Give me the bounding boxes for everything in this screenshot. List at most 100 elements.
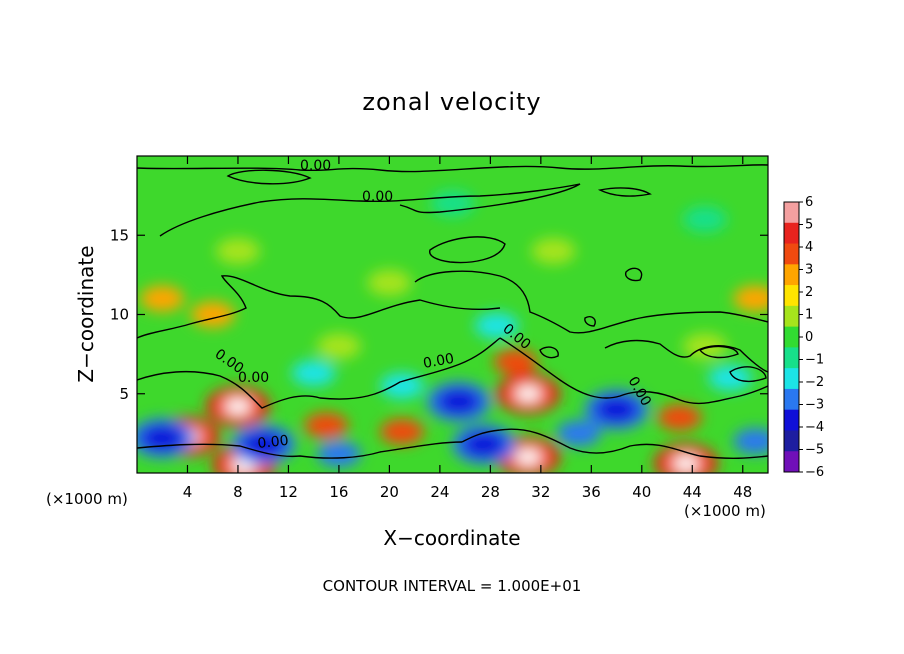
colorbar-swatch [784,202,799,224]
y-tick-label: 15 [110,226,129,244]
y-tick-label: 10 [110,306,129,324]
y-tick-label: 5 [119,385,129,403]
contour-line [137,275,501,339]
heatmap-cell [733,428,768,455]
contour-label: 0.00 [422,351,455,372]
x-tick-label: 20 [380,483,399,501]
heatmap-cell [531,238,576,265]
colorbar-tick-label: −2 [805,375,824,390]
heatmap-cell [367,269,412,296]
chart-title: zonal velocity [362,88,542,116]
heatmap-cell-core [445,393,472,410]
y-axis-label: Z−coordinate [74,245,98,383]
heatmap-cell-core [471,436,498,453]
x-tick-label: 48 [733,483,752,501]
x-tick-label: 28 [481,483,500,501]
heatmap-cell [215,238,260,265]
contour-label: 0.00 [257,433,290,452]
heatmap-cell [380,372,425,399]
heatmap-cell [316,440,361,467]
colorbar-tick-label: −6 [805,465,824,480]
x-tick-label: 4 [183,483,193,501]
contour-line [137,337,501,409]
contour-line [499,337,768,405]
colorbar-tick-label: 2 [805,285,813,300]
heatmap-cell-core [149,430,176,447]
colorbar-tick-label: 5 [805,218,813,233]
y-unit-label: (×1000 m) [46,490,128,508]
colorbar-swatch [784,285,799,307]
heatmap-cell-core [515,385,542,402]
contour-line [137,441,463,459]
x-tick-label: 44 [683,483,702,501]
heatmap-field [137,156,768,473]
contour-label: 0.00 [362,189,393,205]
x-tick-label: 24 [430,483,449,501]
x-unit-label: (×1000 m) [684,502,766,520]
heatmap-cell [493,349,538,376]
heatmap-cell [556,420,601,447]
x-tick-label: 36 [582,483,601,501]
colorbar-swatch [784,264,799,286]
colorbar-tick-label: 1 [805,308,813,323]
colorbar-tick-label: 6 [805,195,813,210]
colorbar-swatch [784,305,799,328]
contour-line [461,428,768,460]
heatmap-cell [474,312,519,339]
x-axis-label: X−coordinate [383,526,521,550]
heatmap-cell [316,333,361,360]
contour-label: 0.00 [238,370,269,386]
colorbar-swatch [784,326,799,348]
contour-line [625,267,643,282]
x-tick-label: 12 [279,483,298,501]
colorbar-swatch [784,409,799,431]
heatmap-cell [708,364,753,391]
colorbar-swatch [784,388,799,411]
contour-line [584,316,596,327]
contour-label: 0.00 [300,158,331,174]
colorbar-tick-label: −3 [805,398,824,413]
contour-line [226,169,312,185]
x-tick-label: 32 [531,483,550,501]
contour-line [729,366,767,383]
colorbar-tick-label: −1 [805,353,824,368]
contour-line [698,345,739,359]
colorbar-swatch [784,368,799,390]
heatmap-cell-core [250,436,277,453]
heatmap-cell-core [224,398,251,415]
colorbar-swatch [784,222,799,245]
x-tick-label: 16 [329,483,348,501]
contour-line [159,183,581,237]
colorbar-tick-label: 3 [805,263,813,278]
heatmap-cell [682,206,727,233]
colorbar-swatch [784,347,799,369]
heatmap-cell [140,285,185,312]
heatmap-cell-core [672,455,699,472]
zero-contours [137,164,768,460]
heatmap-cell-core [603,401,630,418]
contour-line [414,270,768,334]
colorbar-swatch [784,430,799,452]
contour-line [604,339,768,373]
x-tick-label: 8 [233,483,243,501]
colorbar-tick-label: 0 [805,330,813,345]
contour-line [539,346,559,359]
contour-line [137,164,768,173]
heatmap-cell [291,360,336,387]
contour-line [429,236,506,264]
colorbar: 6 5 4 3 2 1 0 −1 −2 −3 −4 −5 −6 [783,195,824,480]
colorbar-swatch [784,243,799,265]
heatmap-cell [733,285,768,312]
heatmap-cell [380,418,425,445]
colorbar-swatch [784,451,799,473]
heatmap-cell-core [515,449,542,466]
heatmap-cell [657,404,702,431]
x-tick-label: 40 [632,483,651,501]
colorbar-tick-label: 4 [805,240,813,255]
heatmap-cell [304,412,349,439]
contour-interval-note: CONTOUR INTERVAL = 1.000E+01 [322,577,582,595]
colorbar-tick-label: −5 [805,443,824,458]
colorbar-tick-label: −4 [805,420,824,435]
